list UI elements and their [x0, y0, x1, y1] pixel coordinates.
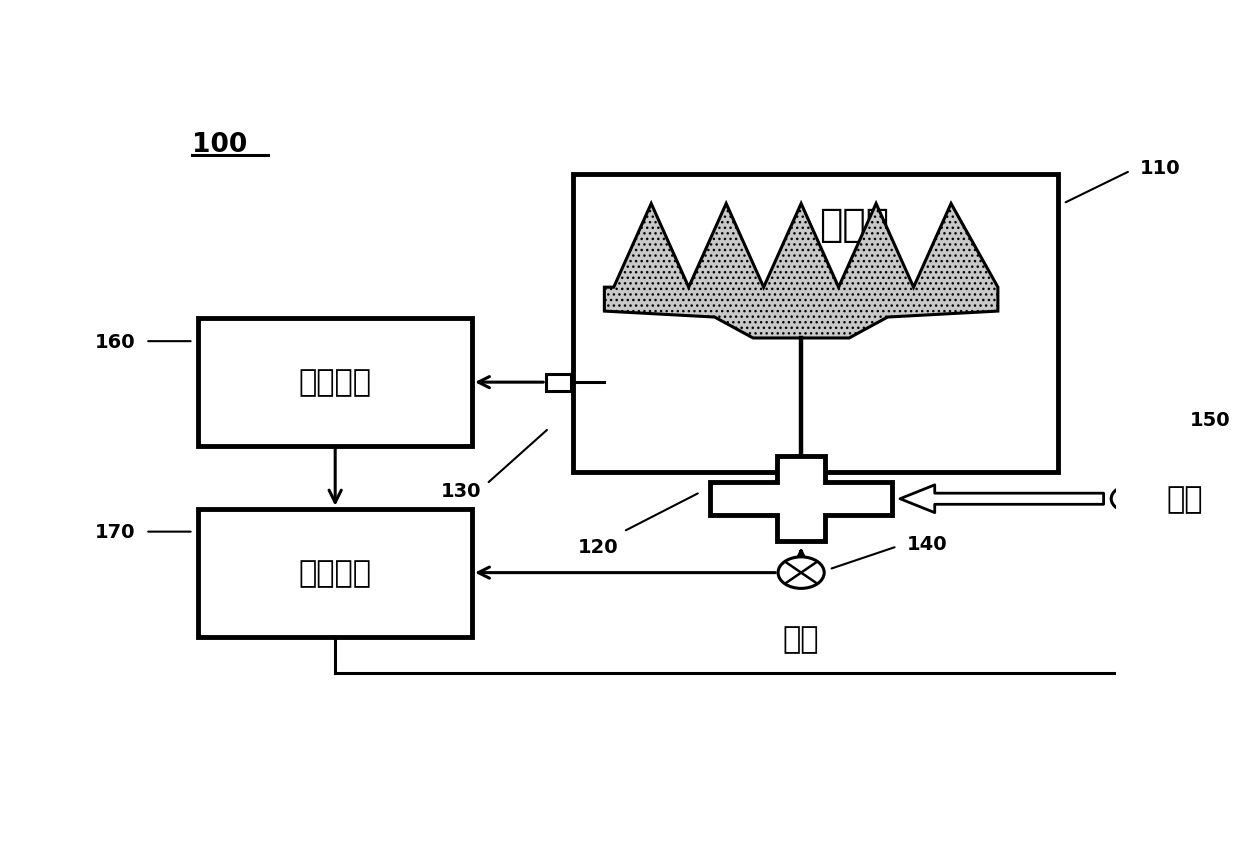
Bar	[573, 175, 1058, 473]
Text: 160: 160	[95, 332, 136, 351]
Bar	[198, 319, 472, 446]
Text: 100: 100	[191, 132, 247, 158]
Text: 140: 140	[906, 534, 947, 553]
Circle shape	[1111, 486, 1149, 512]
Polygon shape	[709, 457, 893, 542]
Text: 空气: 空气	[1167, 485, 1204, 514]
Text: 分析模块: 分析模块	[299, 368, 372, 397]
Circle shape	[777, 557, 825, 589]
Text: 燃料: 燃料	[782, 625, 820, 653]
Text: 150: 150	[1190, 411, 1230, 430]
Bar	[546, 374, 572, 391]
Bar	[198, 509, 472, 637]
Text: 燃烧室: 燃烧室	[820, 206, 889, 245]
Text: 170: 170	[95, 522, 136, 542]
Text: 120: 120	[578, 538, 619, 556]
Polygon shape	[604, 204, 998, 338]
Text: 110: 110	[1140, 158, 1180, 178]
Text: 130: 130	[441, 481, 481, 500]
Text: 运算模块: 运算模块	[299, 558, 372, 587]
